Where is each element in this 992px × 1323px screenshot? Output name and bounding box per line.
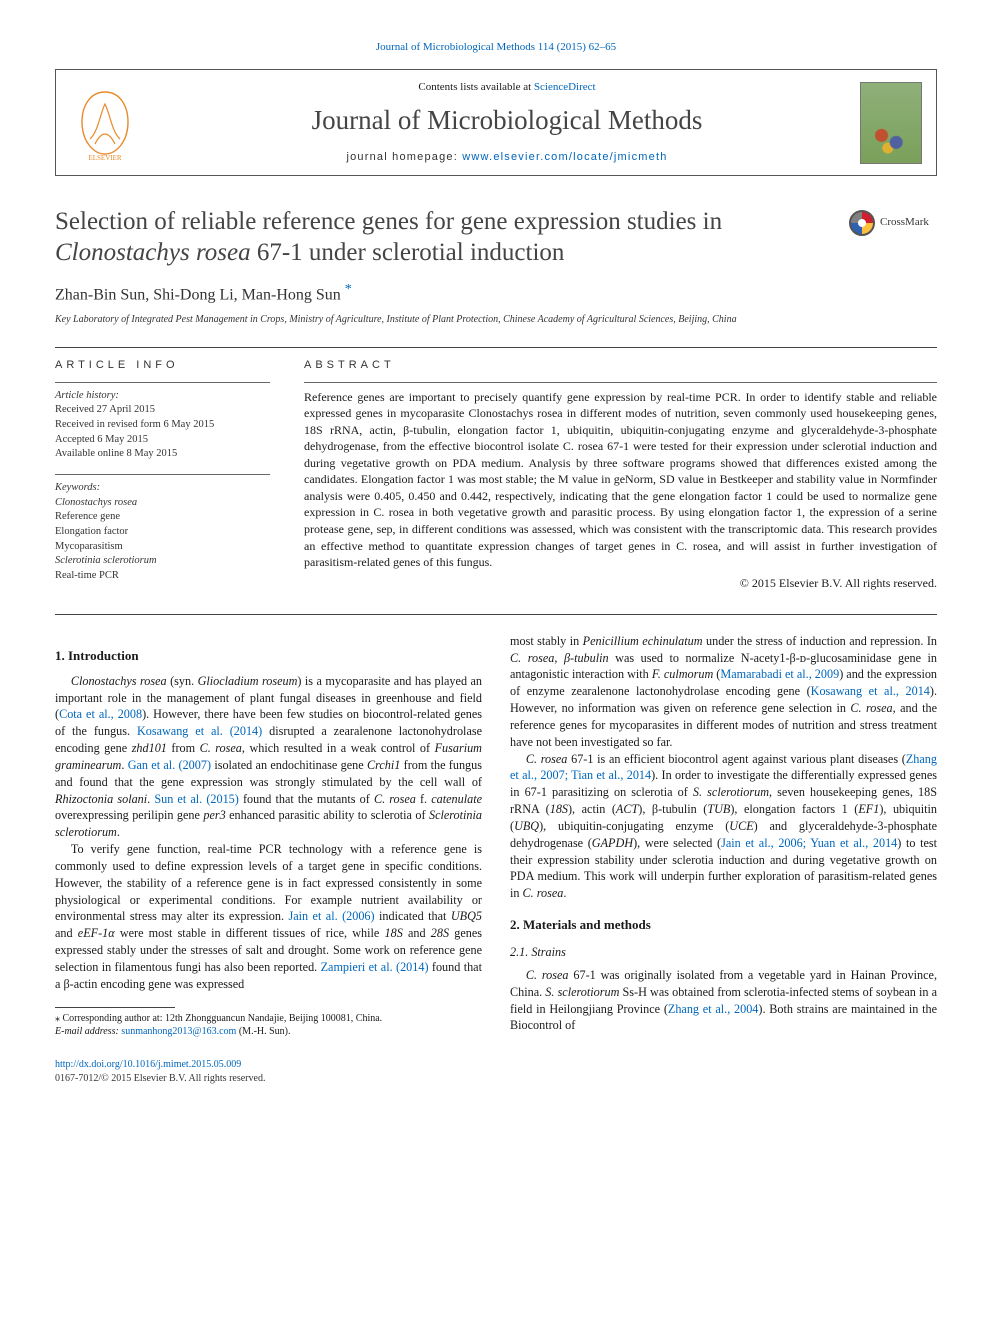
journal-cover-thumb [860,82,922,164]
journal-header-box: ELSEVIER Contents lists available at Sci… [55,69,937,176]
cite-mamarabadi-2009[interactable]: Mamarabadi et al., 2009 [720,667,839,681]
corresponding-email-link[interactable]: sunmanhong2013@163.com [121,1026,236,1037]
abstract-label: abstract [304,358,937,373]
intro-p3: most stably in Penicillium echinulatum u… [510,633,937,751]
article-title: Selection of reliable reference genes fo… [55,206,837,269]
affiliation: Key Laboratory of Integrated Pest Manage… [55,313,937,327]
corresponding-footnote: ⁎ Corresponding author at: 12th Zhonggua… [55,1012,482,1038]
footnote-wrap: ⁎ Corresponding author at: 12th Zhonggua… [55,1007,482,1038]
cite-jain-yuan[interactable]: Jain et al., 2006; Yuan et al., 2014 [721,836,897,850]
cite-jain-2006[interactable]: Jain et al. (2006) [288,909,374,923]
cite-zhang-2004[interactable]: Zhang et al., 2004 [668,1002,759,1016]
elsevier-logo: ELSEVIER [70,84,140,162]
cite-cota-2008[interactable]: Cota et al., 2008 [59,707,142,721]
intro-p4: C. rosea 67-1 is an efficient biocontrol… [510,751,937,902]
body-columns: 1. Introduction Clonostachys rosea (syn.… [55,633,937,1038]
heading-strains: 2.1. Strains [510,944,937,961]
cite-kosawang-2014b[interactable]: Kosawang et al., 2014 [811,684,930,698]
sciencedirect-link[interactable]: ScienceDirect [534,81,596,93]
strains-p1: C. rosea 67-1 was originally isolated fr… [510,967,937,1034]
contents-line: Contents lists available at ScienceDirec… [154,80,860,95]
top-journal-link: Journal of Microbiological Methods 114 (… [55,40,937,55]
journal-name: Journal of Microbiological Methods [154,102,860,140]
cite-zampieri-2014[interactable]: Zampieri et al. (2014) [321,960,429,974]
homepage-link[interactable]: www.elsevier.com/locate/jmicmeth [462,151,667,163]
crossmark-badge[interactable]: CrossMark [849,206,937,240]
crossmark-label: CrossMark [880,215,929,230]
abstract-text: Reference genes are important to precise… [304,389,937,571]
cite-gan-2007[interactable]: Gan et al. (2007) [128,758,211,772]
corresponding-author-link[interactable]: * [345,282,352,297]
svg-text:ELSEVIER: ELSEVIER [88,154,121,162]
copyright: © 2015 Elsevier B.V. All rights reserved… [304,575,937,592]
intro-p2: To verify gene function, real-time PCR t… [55,841,482,992]
intro-p1: Clonostachys rosea (syn. Gliocladium ros… [55,673,482,841]
cite-kosawang-2014[interactable]: Kosawang et al. (2014) [137,724,262,738]
info-rule-2 [55,474,270,475]
header-center: Contents lists available at ScienceDirec… [154,80,860,165]
cite-sun-2015[interactable]: Sun et al. (2015) [154,792,238,806]
footnote-separator [55,1007,175,1008]
keywords-block: Keywords: Clonostachys rosea Reference g… [55,481,270,584]
issn-copyright: 0167-7012/© 2015 Elsevier B.V. All right… [55,1072,937,1086]
article-history: Article history: Received 27 April 2015 … [55,389,270,462]
article-info-label: article info [55,358,270,373]
doi-link[interactable]: http://dx.doi.org/10.1016/j.mimet.2015.0… [55,1059,241,1070]
homepage-line: journal homepage: www.elsevier.com/locat… [154,150,860,165]
rule-mid [55,614,937,615]
rule-top [55,347,937,348]
info-rule-1 [55,382,270,383]
crossmark-icon [849,210,875,236]
authors: Zhan-Bin Sun, Shi-Dong Li, Man-Hong Sun … [55,280,937,307]
heading-materials-methods: 2. Materials and methods [510,916,937,934]
heading-introduction: 1. Introduction [55,647,482,665]
page-footer: http://dx.doi.org/10.1016/j.mimet.2015.0… [55,1058,937,1086]
top-journal-anchor[interactable]: Journal of Microbiological Methods 114 (… [376,41,616,53]
abstract-rule [304,382,937,383]
